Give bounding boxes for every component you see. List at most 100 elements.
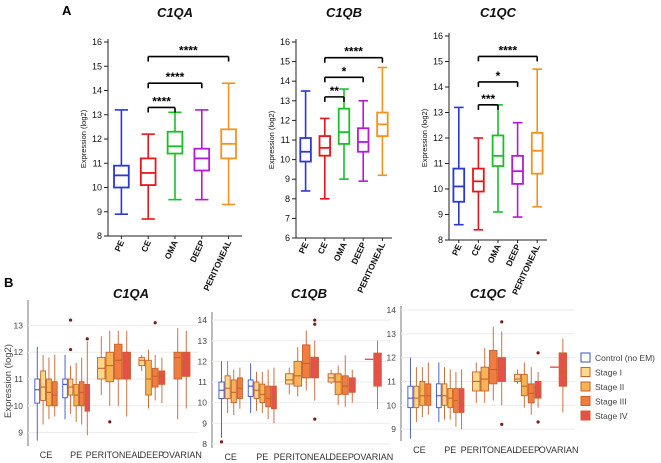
box-body <box>230 379 237 404</box>
box-body <box>472 167 485 193</box>
chart-a-c1qb: C1QB 6 7 8 9 10 11 12 13 14 15 16 Expression (log2) P… <box>267 5 392 294</box>
legend: Control (no EM) Stage I Stage II Stage III S… <box>580 352 655 421</box>
box-body <box>271 385 277 410</box>
box-peritoneal-stage-iii <box>489 326 498 401</box>
box-body <box>247 379 254 397</box>
box-body <box>558 352 568 387</box>
x-group-label: CE <box>224 452 237 462</box>
panel-label-b: B <box>4 275 13 290</box>
legend-label: Stage II <box>595 382 624 392</box>
box-peritoneal <box>530 68 544 208</box>
box-deep-stage-i <box>514 369 521 384</box>
x-group-label: OVARIAN <box>353 452 393 462</box>
box-ovarian-stage-iv <box>558 338 568 413</box>
x-tick-label: CE <box>316 240 330 255</box>
box-ce-stage-iii <box>425 362 432 415</box>
y-tick-label: 11 <box>198 377 207 387</box>
significance-stars: * <box>496 69 501 83</box>
chart-title: C1QA <box>113 286 149 301</box>
box-deep <box>193 109 211 201</box>
y-tick-label: 11 <box>387 376 396 386</box>
x-tick-label: CE <box>469 242 483 257</box>
box-deep-stage-ii <box>145 349 152 409</box>
box-body <box>318 135 331 157</box>
significance-stars: *** <box>481 92 495 106</box>
y-tick-label: 9 <box>97 207 102 217</box>
y-tick-label: 11 <box>93 158 102 168</box>
y-tick-label: 13 <box>14 320 24 330</box>
y-tick-label: 12 <box>280 115 290 125</box>
x-tick-label: OMA <box>485 243 502 265</box>
outlier-point <box>153 321 157 325</box>
legend-item-stage-ii: Stage II <box>580 381 624 392</box>
panel-label-a: A <box>62 3 72 18</box>
legend-item-stage-iii: Stage III <box>580 396 627 407</box>
box-deep <box>357 100 370 182</box>
box-ce-control <box>218 361 225 444</box>
x-tick-label: DEEP <box>349 240 368 266</box>
significance-bracket: **** <box>147 44 230 62</box>
y-tick-label: 9 <box>18 428 23 438</box>
box-body <box>520 373 528 397</box>
y-tick-label: 8 <box>202 439 207 449</box>
x-tick-label: PERITONEAL <box>201 239 233 293</box>
x-tick-label: DEEP <box>188 238 207 264</box>
y-tick-label: 13 <box>387 329 397 339</box>
chart-b-c1qb: C1QB 8 9 10 11 12 13 14 CE PE PERITONEAL DEEP OVARIA… <box>198 286 394 462</box>
box-body <box>491 134 505 167</box>
x-tick-label: OMA <box>331 241 348 263</box>
box-peritoneal-stage-iv <box>310 318 319 421</box>
box-body <box>265 385 272 408</box>
box-deep-stage-ii <box>334 365 342 405</box>
box-body <box>224 375 231 399</box>
y-tick-label: 16 <box>433 31 443 41</box>
legend-item-stage-iv: Stage IV <box>580 410 628 421</box>
outlier-point <box>313 417 317 421</box>
legend-swatch <box>580 352 591 363</box>
box-peritoneal-stage-ii <box>480 348 489 403</box>
y-tick-label: 8 <box>97 231 102 241</box>
box-ovarian-stage-iv <box>182 330 191 409</box>
box-body <box>173 351 182 380</box>
outlier-point <box>500 320 504 324</box>
legend-swatch <box>580 367 591 377</box>
box-body <box>534 381 542 399</box>
chart-title: C1QB <box>291 286 327 301</box>
box-pe-control <box>436 362 442 422</box>
outlier-point <box>536 420 540 424</box>
outlier-point <box>108 420 112 424</box>
y-tick-label: 11 <box>14 374 23 384</box>
legend-item-stage-i: Stage I <box>580 367 622 378</box>
x-group-label: OVARIAN <box>539 445 579 455</box>
significance-bracket: * <box>323 64 365 83</box>
box-oma <box>491 104 505 213</box>
legend-swatch <box>580 396 591 406</box>
significance-bracket: **** <box>323 45 384 63</box>
outlier-point <box>85 337 89 341</box>
significance-stars: **** <box>152 94 171 108</box>
chart-title: C1QC <box>470 286 507 301</box>
y-tick-label: 12 <box>92 134 102 144</box>
significance-stars: **** <box>344 45 363 59</box>
box-body <box>310 356 319 379</box>
box-pe-stage-i <box>253 371 260 411</box>
box-body <box>78 381 85 407</box>
box-body <box>40 370 46 401</box>
box-peritoneal-stage-iv <box>497 320 506 426</box>
box-body <box>193 147 211 172</box>
y-tick-label: 10 <box>14 401 24 411</box>
y-tick-label: 11 <box>281 135 290 145</box>
box-body <box>514 373 521 382</box>
box-body <box>285 373 294 385</box>
significance-stars: ** <box>330 84 340 98</box>
box-body <box>407 385 414 409</box>
box-deep-stage-ii <box>520 362 528 408</box>
box-pe-stage-ii <box>73 362 79 422</box>
y-tick-label: 16 <box>280 37 290 47</box>
box-pe-stage-iv <box>271 367 277 424</box>
box-body <box>530 131 544 175</box>
box-body <box>259 383 266 404</box>
significance-stars: **** <box>179 44 198 58</box>
box-peritoneal-stage-i <box>97 336 106 396</box>
